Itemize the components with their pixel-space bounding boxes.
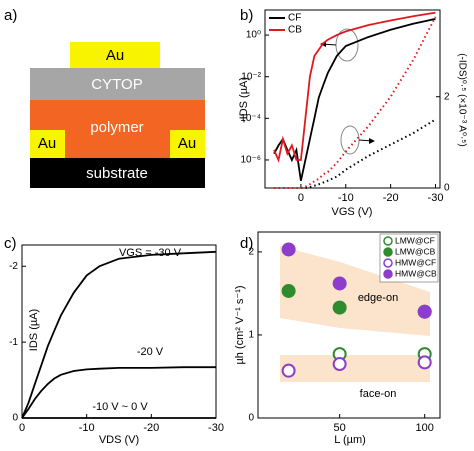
layer-substrate (30, 158, 205, 188)
y-tick-label: 10⁰ (246, 30, 261, 41)
legend-label: LMW@CF (395, 235, 435, 245)
x-axis-label: VGS (V) (332, 206, 373, 218)
legend-label: CB (288, 25, 302, 36)
y2-tick-label: 2 (444, 91, 450, 102)
layer-label: polymer (90, 119, 143, 136)
annotation-circle (340, 125, 360, 155)
y2-axis-label: (-IDS)⁰·⁵ (×10⁻³ A⁰·⁵) (456, 53, 467, 147)
panel-label: a) (4, 7, 17, 24)
x-tick-label: -30 (428, 192, 444, 204)
annotation: face-on (360, 388, 397, 400)
plot-frame (257, 231, 441, 419)
x-axis-label: L (µm) (334, 434, 366, 446)
series-line (274, 118, 437, 189)
x-axis-label: VDS (V) (99, 434, 139, 446)
y-axis-label: -IDS (µA) (238, 77, 250, 123)
point (281, 242, 296, 257)
x-tick-label: -20 (383, 192, 399, 204)
point (417, 355, 432, 370)
y-tick-label: -1 (9, 337, 18, 348)
edge-on-band (280, 246, 430, 336)
x-tick-label: 0 (19, 422, 25, 434)
legend-label: CF (288, 13, 301, 24)
series-label: -20 V (137, 346, 164, 358)
y-axis-label: IDS (µA) (28, 309, 40, 351)
x-tick-label: -10 (79, 422, 95, 434)
x-tick-label: -30 (208, 422, 224, 434)
face-on-band (280, 355, 430, 382)
layer-label: CYTOP (91, 76, 142, 93)
layer-cytop (30, 68, 205, 100)
legend-label: HMW@CF (395, 257, 436, 267)
point (332, 300, 347, 315)
y-tick-label: 0 (248, 413, 254, 424)
y-tick-label: -2 (9, 261, 18, 272)
x-tick-label: -20 (143, 422, 159, 434)
point (332, 357, 347, 372)
layer-au-top (70, 42, 160, 68)
y-tick-label: 10⁻⁶ (240, 155, 261, 166)
layer-label: substrate (86, 165, 148, 182)
point (417, 304, 432, 319)
annotation: edge-on (358, 292, 398, 304)
x-tick-label: 0 (298, 192, 304, 204)
layer-label: Au (178, 135, 196, 152)
y-tick-label: 10⁻² (241, 71, 261, 82)
x-tick-label: -10 (338, 192, 354, 204)
legend-marker (383, 258, 393, 268)
series-line (273, 11, 436, 163)
legend-marker (383, 236, 393, 246)
series-line (21, 250, 217, 419)
series-line (273, 18, 436, 181)
series-line (21, 366, 216, 419)
y-tick-label: 0 (12, 413, 18, 424)
legend-marker (383, 247, 393, 257)
legend-label: HMW@CB (395, 268, 437, 278)
y2-tick-label: 0 (444, 183, 450, 194)
series-label: VGS = -30 V (119, 247, 182, 259)
panel-label: b) (240, 7, 253, 24)
plot-frame (21, 244, 217, 419)
plot-frame (264, 9, 441, 189)
legend-marker (383, 269, 393, 279)
y-tick-label: 10⁻⁴ (240, 113, 261, 124)
panel-label: c) (4, 235, 17, 252)
panel-label: d) (240, 235, 253, 252)
layer-label: Au (106, 47, 124, 64)
series-label: -10 V ~ 0 V (92, 401, 148, 413)
y-tick-label: 2 (248, 247, 254, 258)
x-tick-label: 50 (334, 422, 346, 434)
y-tick-label: 1 (248, 330, 254, 341)
x-tick-label: 100 (416, 422, 434, 434)
point (332, 276, 347, 291)
layer-label: Au (38, 135, 56, 152)
point (281, 363, 296, 378)
layer-au-left (30, 130, 65, 158)
legend-label: LMW@CB (395, 246, 436, 256)
layer-au-right (170, 130, 205, 158)
point (281, 283, 296, 298)
y-axis-label: µh (cm² V⁻¹ s⁻¹) (234, 285, 246, 364)
arrow-head (369, 138, 375, 144)
